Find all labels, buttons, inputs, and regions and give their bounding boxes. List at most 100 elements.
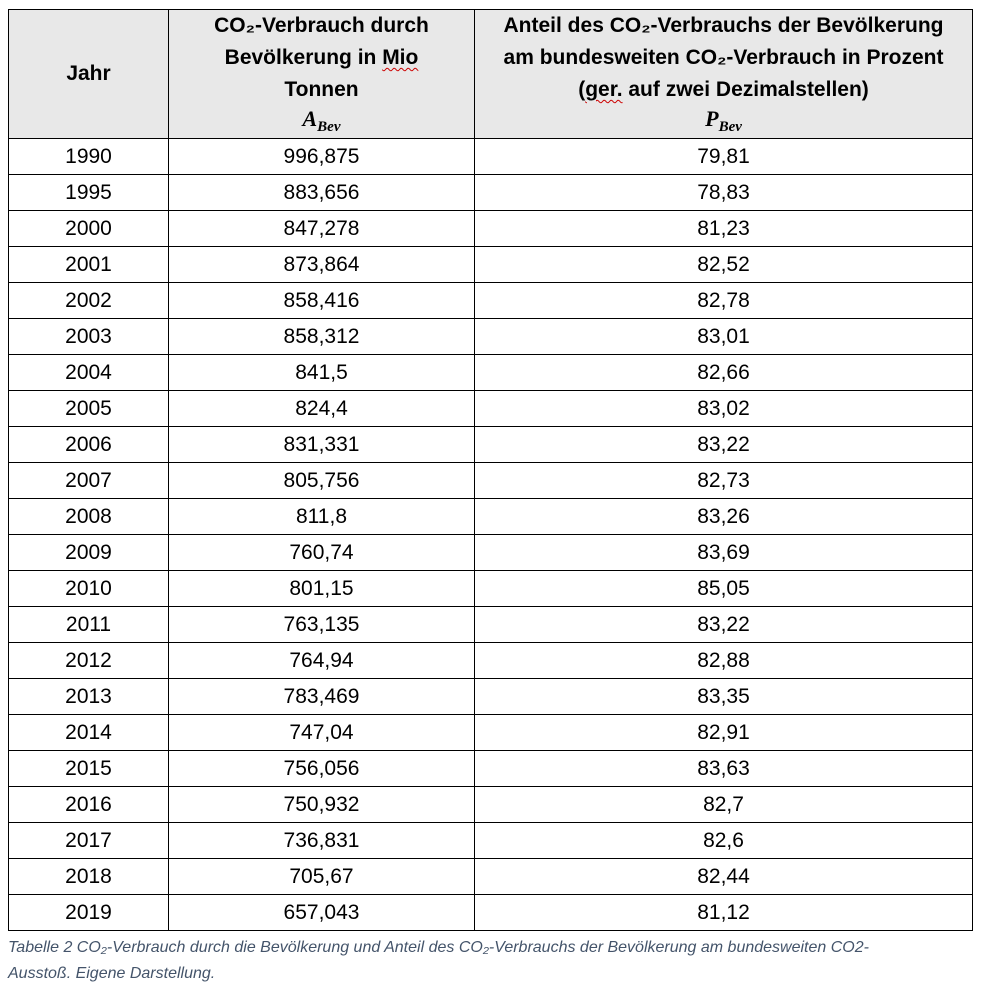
cell-share: 82,73	[474, 462, 973, 499]
table-body: 1990 996,875 79,81 1995 883,656 78,83 2000 847,…	[8, 138, 973, 931]
caption-line2: Ausstoß. Eigene Darstellung.	[8, 965, 216, 982]
cell-share: 79,81	[474, 138, 973, 175]
header-consumption-line2a: Bevölkerung in	[224, 46, 383, 69]
cell-year: 2016	[8, 786, 169, 823]
cell-year: 2009	[8, 534, 169, 571]
cell-share: 78,83	[474, 174, 973, 211]
table-row: 2015 756,056 83,63	[8, 750, 973, 787]
cell-year: 2019	[8, 894, 169, 931]
table-row: 2002 858,416 82,78	[8, 282, 973, 319]
cell-year: 2013	[8, 678, 169, 715]
table-row: 2000 847,278 81,23	[8, 210, 973, 247]
cell-consumption: 811,8	[168, 498, 475, 535]
cell-year: 2004	[8, 354, 169, 391]
cell-share: 81,12	[474, 894, 973, 931]
cell-share: 82,44	[474, 858, 973, 895]
cell-consumption: 996,875	[168, 138, 475, 175]
table-row: 2011 763,135 83,22	[8, 606, 973, 643]
cell-share: 82,66	[474, 354, 973, 391]
cell-consumption: 805,756	[168, 462, 475, 499]
table-row: 2007 805,756 82,73	[8, 462, 973, 499]
spellcheck-word-ger: ger.	[585, 78, 623, 101]
header-share-line3: (ger. auf zwei Dezimalstellen)	[475, 74, 972, 106]
cell-consumption: 873,864	[168, 246, 475, 283]
table-caption: Tabelle 2 CO₂-Verbrauch durch die Bevölk…	[8, 935, 978, 987]
table-row: 2014 747,04 82,91	[8, 714, 973, 751]
table-row: 2013 783,469 83,35	[8, 678, 973, 715]
cell-consumption: 858,312	[168, 318, 475, 355]
table-header-row: Jahr CO₂-Verbrauch durch Bevölkerung in …	[8, 9, 973, 139]
cell-year: 2017	[8, 822, 169, 859]
symbol-a-bev: ABev	[169, 108, 474, 138]
table-row: 2001 873,864 82,52	[8, 246, 973, 283]
cell-share: 83,26	[474, 498, 973, 535]
cell-year: 2014	[8, 714, 169, 751]
cell-year: 2000	[8, 210, 169, 247]
cell-consumption: 783,469	[168, 678, 475, 715]
table-row: 2017 736,831 82,6	[8, 822, 973, 859]
cell-consumption: 750,932	[168, 786, 475, 823]
table-row: 1995 883,656 78,83	[8, 174, 973, 211]
cell-year: 2018	[8, 858, 169, 895]
caption-line1: Tabelle 2 CO₂-Verbrauch durch die Bevölk…	[8, 939, 869, 956]
cell-consumption: 764,94	[168, 642, 475, 679]
symbol-p: P	[705, 106, 719, 131]
cell-year: 2008	[8, 498, 169, 535]
cell-year: 1995	[8, 174, 169, 211]
cell-share: 85,05	[474, 570, 973, 607]
cell-year: 2007	[8, 462, 169, 499]
header-share-line1: Anteil des CO₂-Verbrauchs der Bevölkerun…	[503, 14, 944, 37]
cell-share: 82,52	[474, 246, 973, 283]
header-consumption-line1: CO₂-Verbrauch durch	[214, 14, 429, 37]
cell-consumption: 763,135	[168, 606, 475, 643]
cell-consumption: 858,416	[168, 282, 475, 319]
header-share: Anteil des CO₂-Verbrauchs der Bevölkerun…	[474, 9, 973, 139]
cell-consumption: 756,056	[168, 750, 475, 787]
cell-year: 2003	[8, 318, 169, 355]
cell-year: 2002	[8, 282, 169, 319]
cell-consumption: 736,831	[168, 822, 475, 859]
header-consumption: CO₂-Verbrauch durch Bevölkerung in Mio T…	[168, 9, 475, 139]
header-share-line3a: (	[578, 78, 586, 101]
table-row: 2010 801,15 85,05	[8, 570, 973, 607]
header-share-line2: am bundesweiten CO₂-Verbrauch in Prozent	[503, 46, 944, 69]
cell-year: 1990	[8, 138, 169, 175]
cell-consumption: 847,278	[168, 210, 475, 247]
cell-share: 81,23	[474, 210, 973, 247]
cell-consumption: 841,5	[168, 354, 475, 391]
cell-share: 83,35	[474, 678, 973, 715]
cell-year: 2006	[8, 426, 169, 463]
cell-share: 83,69	[474, 534, 973, 571]
cell-share: 82,6	[474, 822, 973, 859]
cell-year: 2001	[8, 246, 169, 283]
header-year: Jahr	[8, 9, 169, 139]
cell-consumption: 801,15	[168, 570, 475, 607]
cell-share: 82,7	[474, 786, 973, 823]
cell-share: 83,22	[474, 606, 973, 643]
cell-consumption: 657,043	[168, 894, 475, 931]
table-row: 2006 831,331 83,22	[8, 426, 973, 463]
table-row: 2019 657,043 81,12	[8, 894, 973, 931]
table-row: 2003 858,312 83,01	[8, 318, 973, 355]
co2-table: Jahr CO₂-Verbrauch durch Bevölkerung in …	[8, 9, 973, 931]
cell-consumption: 824,4	[168, 390, 475, 427]
table-row: 2008 811,8 83,26	[8, 498, 973, 535]
cell-share: 83,01	[474, 318, 973, 355]
table-row: 2018 705,67 82,44	[8, 858, 973, 895]
cell-share: 82,88	[474, 642, 973, 679]
cell-year: 2012	[8, 642, 169, 679]
cell-share: 83,63	[474, 750, 973, 787]
cell-year: 2010	[8, 570, 169, 607]
table-row: 2009 760,74 83,69	[8, 534, 973, 571]
symbol-a-subscript: Bev	[317, 119, 341, 135]
symbol-p-subscript: Bev	[718, 119, 742, 135]
cell-year: 2015	[8, 750, 169, 787]
cell-year: 2005	[8, 390, 169, 427]
header-consumption-line2: Bevölkerung in Mio	[169, 42, 474, 74]
table-row: 2004 841,5 82,66	[8, 354, 973, 391]
header-consumption-line3: Tonnen	[284, 78, 359, 101]
cell-consumption: 831,331	[168, 426, 475, 463]
cell-consumption: 705,67	[168, 858, 475, 895]
table-row: 2005 824,4 83,02	[8, 390, 973, 427]
cell-share: 82,91	[474, 714, 973, 751]
